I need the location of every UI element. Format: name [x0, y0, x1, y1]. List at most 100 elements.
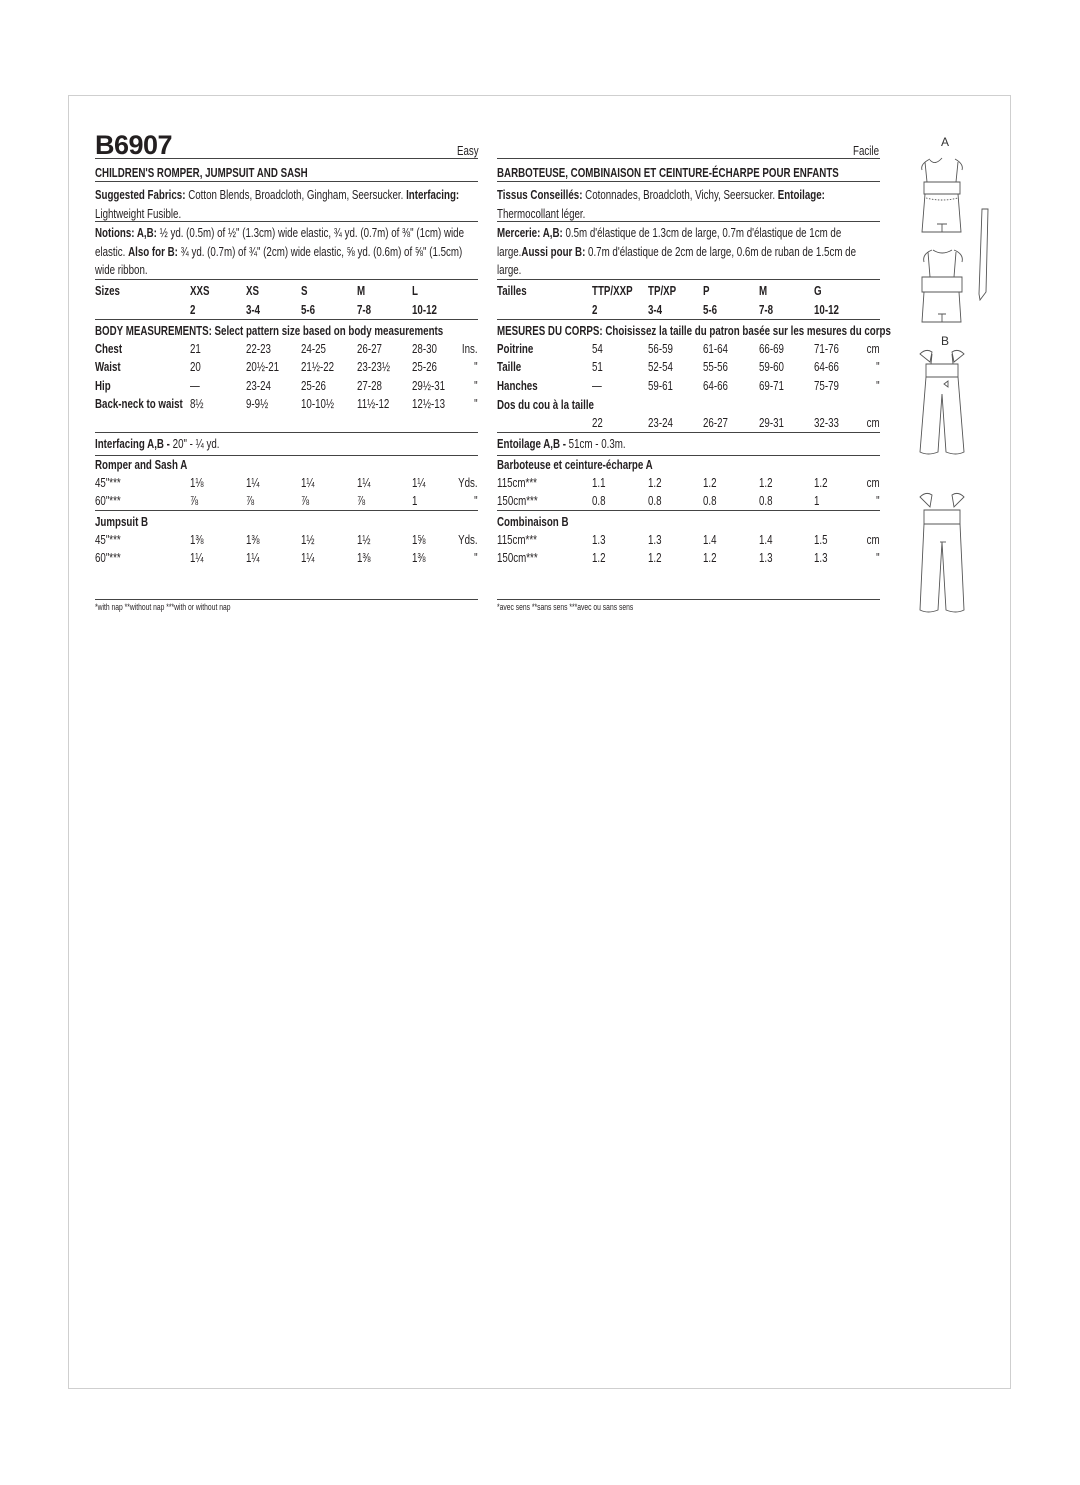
measurement-value: 8½ — [190, 397, 204, 411]
measurement-value: 56-59 — [648, 342, 673, 356]
yardage-value: 1¼ — [301, 476, 315, 490]
yardage-value: 1¼ — [412, 476, 426, 490]
yardage-value: 1.3 — [814, 551, 828, 565]
size-code: TP/XP — [648, 284, 677, 298]
measurement-value: 59-61 — [648, 379, 673, 393]
measurement-value: 21 — [190, 342, 201, 356]
measurement-unit: Ins. — [461, 342, 478, 356]
fabric-width-label: 150cm*** — [497, 551, 538, 565]
yardage-value: 1⅛ — [190, 476, 204, 490]
divider — [497, 319, 880, 320]
paragraph-text: ¾ yd. (0.7m) of ¾" (2cm) wide elastic, ⅝… — [95, 244, 463, 278]
size-code: TTP/XXP — [592, 284, 633, 298]
divider — [497, 221, 880, 222]
paragraph-text: Cotton Blends, Broadcloth, Gingham, Seer… — [188, 188, 407, 202]
measurement-value: 71-76 — [814, 342, 839, 356]
measurement-value: — — [190, 379, 200, 393]
measurement-value: 9-9½ — [246, 397, 269, 411]
difficulty-label: Facile — [853, 144, 880, 158]
yardage-value: ⅞ — [357, 494, 366, 508]
divider — [95, 432, 478, 433]
yardage-value: 1¼ — [357, 476, 371, 490]
size-number: 10-12 — [814, 303, 839, 317]
measurement-unit: " — [474, 360, 478, 374]
yardage-value: 1.2 — [648, 551, 662, 565]
suggested-fabrics: Suggested Fabrics: Cotton Blends, Broadc… — [95, 186, 477, 223]
yardage-value: 0.8 — [759, 494, 773, 508]
interfacing-label: Entoilage A,B - — [497, 437, 569, 451]
romper-back-drawing — [921, 249, 963, 323]
paragraph-text: Thermocollant léger. — [497, 206, 586, 221]
yardage-unit: " — [876, 494, 880, 508]
measurement-value: 12½-13 — [412, 397, 446, 411]
measurement-value: 75-79 — [814, 379, 839, 393]
divider — [497, 432, 880, 433]
measurement-label: Back-neck to waist — [95, 397, 183, 411]
fabric-width-label: 115cm*** — [497, 476, 537, 490]
sizes-label: Tailles — [497, 284, 527, 298]
yardage-value: 1.3 — [648, 533, 662, 547]
paragraph-label: Tissus Conseillés: — [497, 188, 586, 202]
yardage-value: 1.2 — [703, 551, 717, 565]
pattern-sheet — [68, 95, 1011, 1389]
romper-front-drawing — [921, 157, 963, 233]
fabric-width-label: 115cm*** — [497, 533, 537, 547]
size-code: M — [759, 284, 768, 298]
divider — [95, 158, 478, 159]
yardage-value: 1.5 — [814, 533, 828, 547]
size-code: M — [357, 284, 366, 298]
measurement-value: 69-71 — [759, 379, 784, 393]
jumpsuit-back-drawing — [919, 492, 965, 613]
yardage-value: 1⅜ — [190, 533, 204, 547]
measurement-value: 64-66 — [703, 379, 728, 393]
measurement-value: 24-25 — [301, 342, 326, 356]
paragraph-text: Lightweight Fusible. — [95, 206, 182, 221]
yardage-value: 0.8 — [592, 494, 606, 508]
paragraph-label: Aussi pour B: — [521, 244, 589, 259]
size-number: 3-4 — [246, 303, 261, 317]
view-title: Barboteuse et ceinture-écharpe A — [497, 458, 653, 472]
measurement-label: Poitrine — [497, 342, 534, 356]
yardage-value: 1.4 — [759, 533, 773, 547]
yardage-value: 1½ — [357, 533, 371, 547]
size-number: 7-8 — [759, 303, 774, 317]
yardage-value: 1⅜ — [412, 551, 426, 565]
view-title: Jumpsuit B — [95, 515, 149, 529]
size-code: S — [301, 284, 308, 298]
measurement-value: 59-60 — [759, 360, 784, 374]
body-measurements-header: BODY MEASUREMENTS: Select pattern size b… — [95, 324, 444, 338]
measurement-label: Chest — [95, 342, 123, 356]
measurement-value: 10-10½ — [301, 397, 335, 411]
yardage-value: ⅞ — [301, 494, 310, 508]
yardage-value: 1⅜ — [357, 551, 371, 565]
paragraph-label: Mercerie: A,B: — [497, 226, 566, 240]
yardage-value: 1.3 — [592, 533, 606, 547]
size-number: 5-6 — [703, 303, 718, 317]
yardage-value: 1¼ — [246, 476, 260, 490]
yardage-unit: " — [474, 494, 478, 508]
paragraph-text: 0.5m d'élastique de 1.3cm de large, 0.7m… — [497, 226, 842, 259]
measurement-label: Taille — [497, 360, 522, 374]
paragraph-label: Entoilage: — [777, 188, 825, 202]
yardage-value: 1.2 — [759, 476, 773, 490]
yardage-value: 1.1 — [592, 476, 606, 490]
measurement-value: 55-56 — [703, 360, 728, 374]
size-number: 3-4 — [648, 303, 663, 317]
body-measurements-header: MESURES DU CORPS: Choisissez la taille d… — [497, 324, 891, 338]
measurement-value: 25-26 — [412, 360, 437, 374]
paragraph-text: Cotonnades, Broadcloth, Vichy, Seersucke… — [585, 188, 778, 202]
yardage-value: 1¼ — [301, 551, 315, 565]
sash-drawing — [978, 208, 989, 302]
paragraph-label: Suggested Fabrics: — [95, 188, 189, 202]
yardage-value: 1.2 — [592, 551, 606, 565]
interfacing-value: 51cm - 0.3m. — [568, 437, 626, 451]
divider — [95, 510, 478, 511]
yardage-unit: Yds. — [458, 476, 478, 490]
measurement-unit: " — [474, 397, 478, 411]
measurement-unit: " — [876, 360, 880, 374]
yardage-unit: cm — [866, 476, 880, 490]
paragraph-label: Notions: A,B: — [95, 226, 160, 240]
suggested-fabrics: Tissus Conseillés: Cotonnades, Broadclot… — [497, 186, 879, 223]
divider — [95, 599, 478, 600]
footnote: *avec sens **sans sens ***avec ou sans s… — [497, 602, 634, 612]
